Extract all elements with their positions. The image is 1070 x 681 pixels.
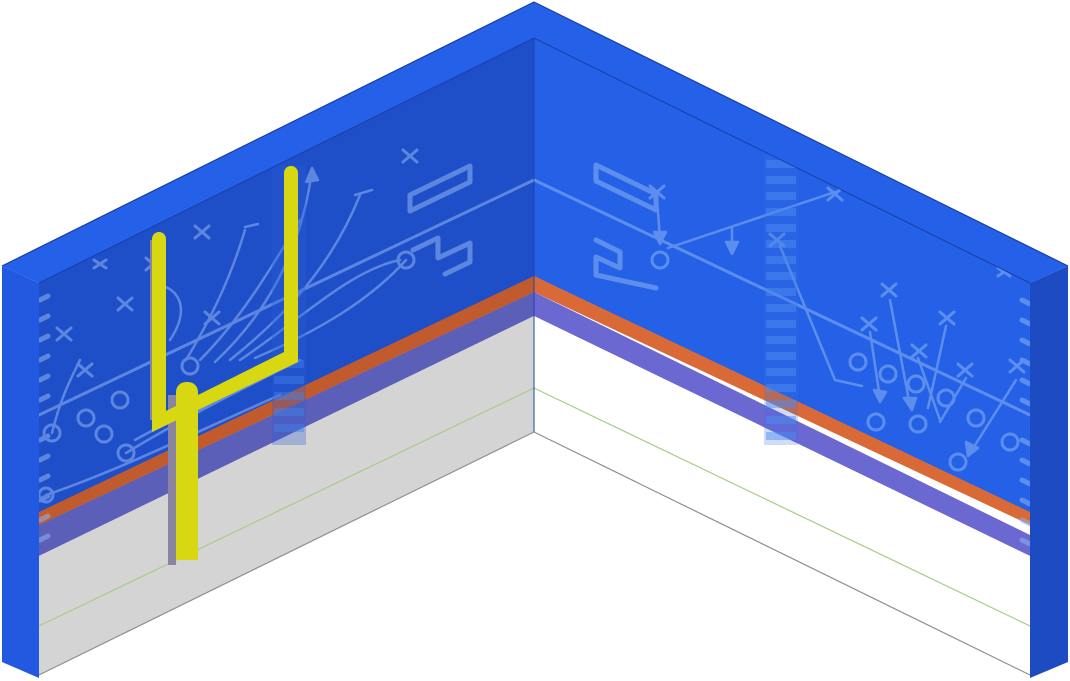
right-yard-line [532, 178, 1032, 417]
frame-right-end [1030, 266, 1068, 678]
right-edge-line [533, 431, 1031, 676]
right-hash-marks [1019, 297, 1033, 547]
right-playbook [532, 162, 1033, 547]
right-accent-line [533, 387, 1031, 627]
left-hash-marks [37, 293, 51, 543]
frame-left-end [2, 266, 39, 678]
left-edge-line [38, 431, 535, 676]
right-field-stripe [764, 155, 798, 445]
frame-top-left [2, 2, 534, 283]
frame-top-right [534, 2, 1068, 283]
left-lower-panel [39, 316, 534, 675]
left-accent-line [38, 387, 535, 627]
yard-number-icon [593, 162, 659, 291]
left-offense-marks [37, 250, 416, 504]
right-routes [652, 190, 1018, 458]
yard-number-icon [407, 163, 473, 277]
goal-post-icon [150, 166, 298, 565]
right-defender-marks [648, 184, 1026, 378]
left-orange-stripe [39, 276, 534, 525]
right-lower-panel [534, 316, 1030, 675]
